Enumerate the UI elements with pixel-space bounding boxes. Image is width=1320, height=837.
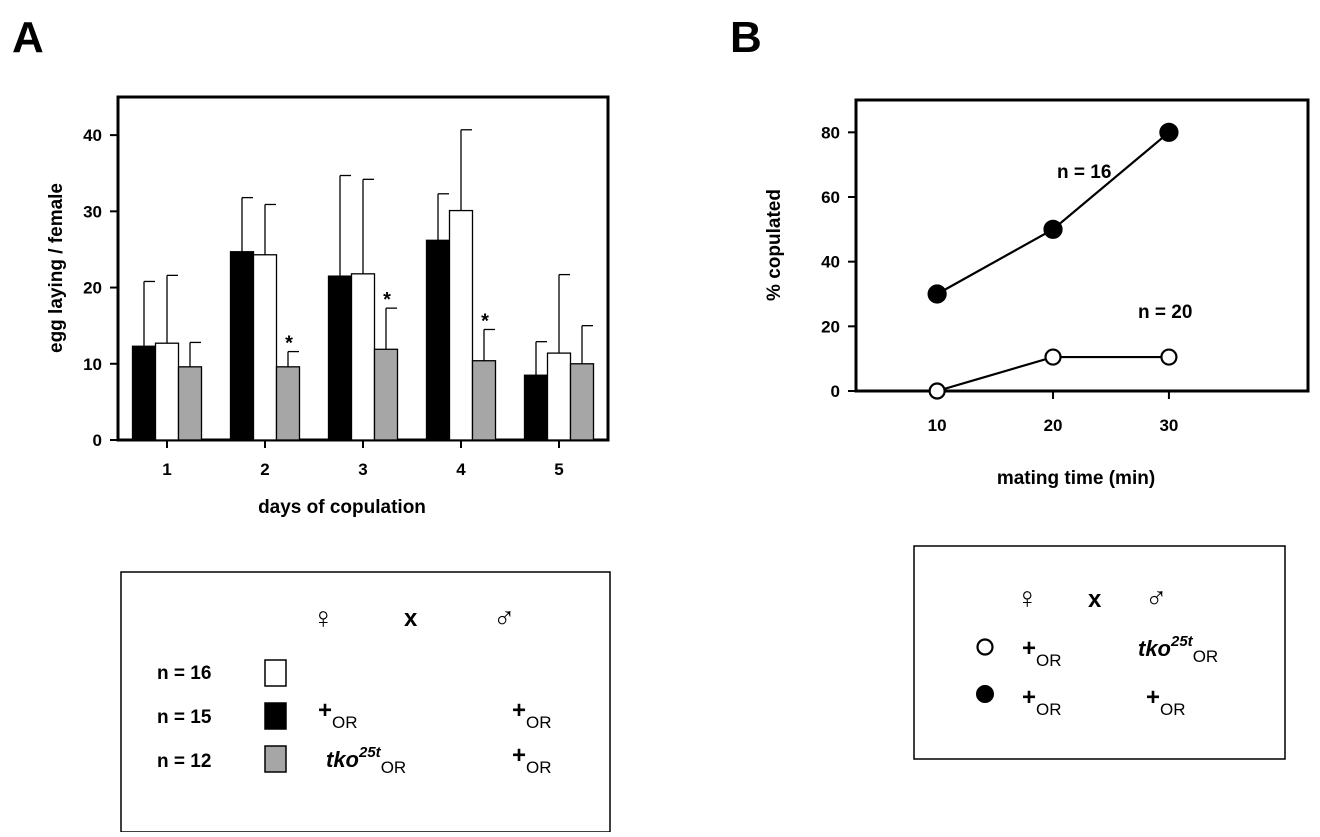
chart-b-y-axis: 0 20 40 60 80 [821,123,856,401]
legend-a-row-3-female: tko25tOR [326,744,406,777]
chart-b-point-0-0 [927,284,947,304]
chart-b-xtick-label-1: 20 [1044,416,1063,435]
chart-a-x-axis: 1 2 3 4 5 [162,440,564,479]
chart-a-bar-3-2 [471,360,497,441]
chart-b-point-0-1 [1043,219,1063,239]
chart-b-x-axis: 10 20 30 [928,391,1178,435]
legend-a-box [120,571,611,833]
chart-a-ytick-label-1: 10 [83,355,102,374]
legend-b-row-2-male: +OR [1146,684,1186,719]
chart-a-bars: * * * [131,129,595,441]
legend-a-row-2-female: +OR [318,697,358,732]
chart-b-ylabel: % copulated [764,189,785,301]
chart-b-lines [927,122,1179,400]
chart-a-xtick-label-2: 3 [358,460,367,479]
chart-b-ytick-label-2: 40 [821,253,840,272]
chart-a-significance-2: * [481,310,489,332]
chart-b-xtick-label-0: 10 [928,416,947,435]
chart-a-bar-2-2 [373,348,399,441]
chart-a-xtick-label-4: 5 [554,460,563,479]
chart-b-point-1-1 [1044,348,1062,366]
chart-a-ylabel: egg laying / female [46,183,67,353]
legend-b-row-2-marker [976,685,994,703]
chart-a-ytick-label-3: 30 [83,202,102,221]
panel-a-letter: A [12,13,44,62]
chart-a-bar-1-0 [229,251,255,441]
chart-a-xlabel: days of copulation [258,497,426,518]
chart-a-significance-1: * [383,289,391,311]
chart-b-annotation-n16: n = 16 [1057,162,1111,183]
chart-b-point-0-2 [1159,122,1179,142]
legend-b-cross: x [1088,586,1102,613]
chart-a-xtick-label-1: 2 [260,460,269,479]
chart-a-xtick-label-3: 4 [456,460,466,479]
chart-a-ytick-label-2: 20 [83,279,102,298]
chart-a-bar-0-2 [177,366,203,441]
chart-b-ytick-label-4: 80 [821,123,840,142]
chart-a: 0 10 20 30 40 1 2 3 4 5 * * * days of copulation e… [46,95,610,518]
legend-a-row-1-n: n = 16 [157,663,211,684]
chart-a-bar-0-0 [131,345,157,441]
chart-a-bar-2-1 [350,273,376,441]
chart-a-ytick-label-0: 0 [93,431,102,450]
chart-b: 0 20 40 60 80 10 20 30 n = 16 n = 20 mating ti… [764,98,1310,489]
chart-a-ytick-label-4: 40 [83,126,102,145]
chart-b-annotation-n20: n = 20 [1138,302,1192,323]
legend-b-row-1-marker [976,638,994,656]
chart-a-bar-1-1 [252,254,278,441]
panel-b-letter: B [730,13,762,62]
legend-b-row-1-male: tko25tOR [1138,633,1218,666]
legend-a-row-2-swatch [264,702,287,730]
legend-b: ♀ x ♂ +OR tko25tOR +OR +OR [913,545,1286,760]
chart-a-bar-1-2 [275,366,301,441]
chart-b-frame [854,98,1310,393]
legend-a-row-2-male: +OR [512,697,552,732]
legend-a-row-3-male: +OR [512,742,552,777]
legend-a: ♀ x ♂ n = 16 n = 15 +OR +OR n = 12 tko25… [120,571,611,833]
chart-b-series-line-0 [936,131,1170,295]
chart-a-bar-3-1 [448,209,474,441]
chart-b-xtick-label-2: 30 [1159,416,1178,435]
chart-a-xtick-label-0: 1 [162,460,171,479]
chart-b-ytick-label-1: 20 [821,317,840,336]
legend-a-male-symbol: ♂ [493,602,516,635]
chart-a-bar-4-2 [569,363,595,441]
chart-b-ytick-label-0: 0 [831,382,840,401]
legend-a-row-3-swatch [264,745,287,773]
chart-b-point-1-0 [928,382,946,400]
chart-a-bar-4-1 [546,352,572,441]
legend-a-cross: x [404,605,418,632]
legend-a-row-3-n: n = 12 [157,751,211,772]
legend-b-box [913,545,1286,760]
chart-a-bar-3-0 [425,239,451,441]
chart-b-ytick-label-3: 60 [821,188,840,207]
legend-a-female-symbol: ♀ [312,602,335,635]
legend-a-row-2-n: n = 15 [157,707,212,728]
chart-a-bar-0-1 [154,342,180,441]
chart-b-point-1-2 [1160,348,1178,366]
chart-a-bar-2-0 [327,275,353,441]
chart-b-xlabel: mating time (min) [997,468,1155,489]
legend-b-female-symbol: ♀ [1016,582,1039,615]
chart-a-y-axis: 0 10 20 30 40 [83,126,118,450]
legend-a-row-1-swatch [264,659,287,687]
legend-b-male-symbol: ♂ [1145,582,1168,615]
chart-a-bar-4-0 [523,374,549,441]
legend-b-row-1-female: +OR [1022,635,1062,670]
legend-b-row-2-female: +OR [1022,684,1062,719]
chart-a-significance-0: * [285,333,293,355]
